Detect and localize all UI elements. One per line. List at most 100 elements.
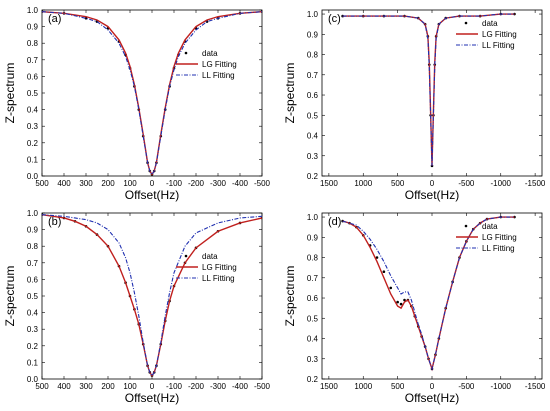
y-tick-label: 0.3	[307, 152, 319, 161]
y-tick-label: 0.6	[307, 91, 319, 100]
x-tick-label: 300	[79, 179, 93, 188]
y-tick-label: 0.4	[307, 132, 319, 141]
legend: data LG Fitting LL Fitting	[456, 222, 517, 253]
y-tick-label: 0.2	[307, 375, 319, 384]
y-tick-label: 0.1	[27, 358, 39, 367]
x-tick-label: 0	[430, 179, 435, 188]
y-tick-label: 0.6	[27, 72, 39, 81]
x-tick-label: -500	[458, 179, 475, 188]
lg-fitting-line	[42, 10, 262, 176]
x-tick-label: 500	[391, 179, 405, 188]
x-tick-label: -1000	[491, 382, 512, 391]
x-tick-label: 0	[150, 179, 155, 188]
series-group	[42, 213, 262, 377]
y-tick-label: 0.8	[307, 51, 319, 60]
y-tick-label: 0.6	[307, 294, 319, 303]
axes-frame	[41, 212, 263, 380]
panel-tag: (c)	[328, 13, 341, 25]
legend-label: LG Fitting	[482, 30, 517, 39]
y-tick-label: 0.9	[307, 30, 319, 39]
x-tick-label: -1000	[491, 179, 512, 188]
legend-marker-data	[464, 224, 468, 228]
y-tick-label: 0.3	[27, 122, 39, 131]
data-point	[389, 286, 393, 290]
y-tick-label: 0.9	[27, 23, 39, 32]
legend-label: LL Fitting	[202, 274, 235, 283]
x-tick-label: 0	[150, 382, 155, 391]
y-axis-label: Z-spectrum	[3, 63, 17, 124]
x-tick-label: 100	[123, 382, 137, 391]
x-tick-label: -300	[210, 179, 227, 188]
lg-fitting-line	[342, 216, 515, 372]
legend-label: data	[482, 222, 498, 231]
y-tick-label: 0.2	[307, 172, 319, 181]
x-tick-label: -400	[232, 179, 249, 188]
y-tick-label: 0.9	[27, 226, 39, 235]
y-tick-label: 0.7	[307, 274, 319, 283]
x-axis-label: Offset(Hz)	[125, 391, 179, 405]
x-tick-label: -400	[232, 382, 249, 391]
x-axis-label: Offset(Hz)	[405, 188, 459, 202]
y-tick-label: 0.2	[27, 342, 39, 351]
ll-fitting-line	[342, 13, 515, 166]
legend-marker-data	[464, 21, 468, 25]
x-tick-label: 400	[57, 179, 71, 188]
x-tick-label: 500	[35, 382, 49, 391]
panel-c: 1500 1000 500 0 -500 -1000 -1500 0.2 0.3 0.4 0.5 0.…	[283, 9, 546, 202]
legend-label: data	[482, 19, 498, 28]
x-tick-label: -500	[458, 382, 475, 391]
x-tick-label: -100	[166, 179, 183, 188]
x-tick-label: 1500	[320, 179, 338, 188]
y-tick-label: 0.1	[27, 155, 39, 164]
x-tick-label: -200	[188, 179, 205, 188]
legend-marker-data	[184, 51, 188, 55]
y-axis-label: Z-spectrum	[283, 266, 297, 327]
x-tick-label: -500	[254, 179, 271, 188]
x-tick-label: 300	[79, 382, 93, 391]
x-tick-label: -1500	[525, 382, 546, 391]
panel-d: 1500 1000 500 0 -500 -1000 -1500 0.2 0.3 0.4 0.5 0.…	[283, 212, 546, 405]
x-tick-label: 100	[123, 179, 137, 188]
x-tick-label: -100	[166, 382, 183, 391]
x-tick-label: 1500	[320, 382, 338, 391]
x-tick-label: 1000	[354, 382, 372, 391]
ll-fitting-line	[42, 214, 262, 377]
series-group	[341, 215, 516, 372]
panel-tag: (a)	[48, 13, 61, 25]
y-tick-label: 0.4	[27, 106, 39, 115]
legend-label: data	[202, 252, 218, 261]
x-tick-label: 200	[101, 179, 115, 188]
x-tick-label: -500	[254, 382, 271, 391]
legend-label: LG Fitting	[202, 263, 237, 272]
y-axis-label: Z-spectrum	[283, 63, 297, 124]
y-tick-label: 0.8	[27, 242, 39, 251]
y-tick-label: 0.5	[307, 314, 319, 323]
y-tick-label: 1.0	[307, 10, 319, 19]
legend: data LG Fitting LL Fitting	[176, 49, 237, 80]
x-axis-label: Offset(Hz)	[405, 391, 459, 405]
lg-fitting-line	[42, 213, 262, 377]
y-tick-label: 0.9	[307, 233, 319, 242]
x-tick-label: 200	[101, 382, 115, 391]
y-tick-label: 0.4	[27, 309, 39, 318]
legend-label: data	[202, 49, 218, 58]
x-tick-label: -1500	[525, 179, 546, 188]
y-tick-label: 0.0	[27, 172, 39, 181]
y-tick-label: 0.2	[27, 139, 39, 148]
data-point	[382, 270, 386, 274]
legend-label: LG Fitting	[482, 233, 517, 242]
data-point	[403, 298, 406, 302]
y-tick-label: 0.8	[27, 39, 39, 48]
data-point	[399, 302, 403, 306]
y-tick-label: 1.0	[27, 6, 39, 15]
x-tick-label: -200	[188, 382, 205, 391]
y-tick-label: 0.7	[27, 259, 39, 268]
y-tick-label: 0.3	[307, 355, 319, 364]
y-tick-label: 0.0	[27, 375, 39, 384]
y-tick-label: 1.0	[307, 213, 319, 222]
x-tick-label: 500	[35, 179, 49, 188]
panel-tag: (b)	[48, 216, 61, 228]
y-tick-label: 0.5	[27, 89, 39, 98]
y-tick-label: 0.3	[27, 325, 39, 334]
y-tick-label: 0.5	[27, 292, 39, 301]
